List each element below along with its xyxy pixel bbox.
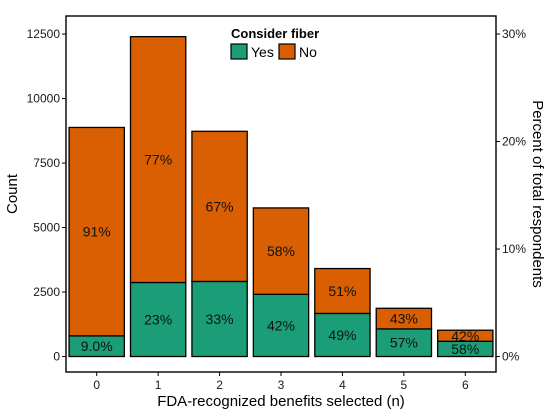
data-label-no-6: 42% xyxy=(451,328,479,344)
data-label-no-0: 91% xyxy=(83,224,111,240)
bar-no-4 xyxy=(314,267,371,315)
x-tick-label: 1 xyxy=(155,378,162,392)
data-label-no-2: 67% xyxy=(206,198,234,214)
data-label-yes-4: 49% xyxy=(328,327,356,343)
data-label-no-4: 51% xyxy=(328,283,356,299)
y2-tick-label: 30% xyxy=(502,27,526,41)
x-tick-label: 4 xyxy=(339,378,346,392)
data-label-yes-0: 9.0% xyxy=(81,338,113,354)
data-label-yes-1: 23% xyxy=(144,312,172,328)
y-tick-label: 10000 xyxy=(27,92,61,106)
y-tick-label: 7500 xyxy=(33,156,60,170)
y-tick-label: 2500 xyxy=(33,285,60,299)
secondary-y-axis-title: Percent of total respondents xyxy=(529,100,546,288)
legend-title: Consider fiber xyxy=(231,26,319,41)
x-tick-label: 0 xyxy=(93,378,100,392)
bar-labels-layer: 9.0%91%23%77%33%67%42%58%49%51%57%43%58%… xyxy=(81,152,480,357)
data-label-yes-5: 57% xyxy=(390,335,418,351)
legend-label-no: No xyxy=(299,44,317,60)
bars-layer xyxy=(68,35,494,358)
data-label-yes-2: 33% xyxy=(206,311,234,327)
data-label-no-1: 77% xyxy=(144,152,172,168)
bar-no-2 xyxy=(191,130,248,283)
y-tick-label: 12500 xyxy=(27,27,61,41)
bar-no-1 xyxy=(129,35,187,284)
axes-layer: 0 2500 5000 7500 10000 12500 0% 10% 20% 30% 0 1 2 3 4 5… xyxy=(27,27,527,392)
bar-no-3 xyxy=(252,207,310,296)
bar-yes-2 xyxy=(191,280,248,358)
legend-label-yes: Yes xyxy=(251,44,274,60)
x-tick-label: 3 xyxy=(278,378,285,392)
y2-tick-label: 0% xyxy=(502,350,520,364)
legend-swatch-yes xyxy=(230,43,248,60)
data-label-yes-6: 58% xyxy=(451,341,479,357)
bar-yes-4 xyxy=(314,312,371,358)
bar-no-6 xyxy=(436,329,494,342)
x-tick-label: 2 xyxy=(216,378,223,392)
x-axis-title: FDA-recognized benefits selected (n) xyxy=(157,393,405,410)
x-tick-label: 5 xyxy=(401,378,408,392)
data-label-no-3: 58% xyxy=(267,243,295,259)
y-axis-title: Count xyxy=(4,173,21,214)
legend-swatch-no xyxy=(278,43,296,60)
y2-tick-label: 10% xyxy=(502,242,526,256)
bar-no-0 xyxy=(68,126,126,337)
data-label-yes-3: 42% xyxy=(267,317,295,333)
bar-no-5 xyxy=(375,307,433,330)
x-tick-label: 6 xyxy=(462,378,469,392)
y2-tick-label: 20% xyxy=(502,135,526,149)
legend: Consider fiber Yes No xyxy=(230,26,319,60)
y-tick-label: 5000 xyxy=(33,221,60,235)
y-tick-label: 0 xyxy=(53,350,60,364)
data-label-no-5: 43% xyxy=(390,311,418,327)
bar-yes-3 xyxy=(252,293,310,358)
